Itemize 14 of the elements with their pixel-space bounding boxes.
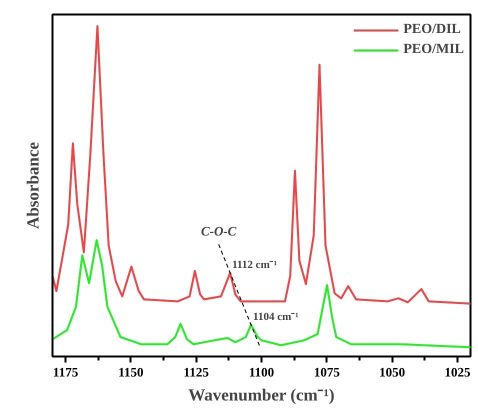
y-axis-title: Absorbance [24, 142, 42, 229]
annotation: 1104 cm⁻¹ [253, 310, 299, 323]
legend-label: PEO/DIL [403, 22, 461, 38]
annotation: 1112 cm⁻¹ [232, 258, 278, 271]
x-tick-label: 1175 [52, 364, 79, 380]
x-tick-label: 1100 [248, 364, 274, 380]
x-tick-label: 1025 [444, 364, 471, 380]
annotation: C-O-C [200, 223, 237, 238]
x-axis-title: Wavenumber (cm⁻¹) [188, 386, 334, 404]
x-tick-label: 1050 [379, 364, 406, 380]
x-tick-label: 1150 [118, 364, 144, 380]
x-tick-label: 1075 [314, 364, 340, 380]
x-tick-label: 1125 [184, 364, 210, 380]
legend-label: PEO/MIL [403, 42, 464, 58]
